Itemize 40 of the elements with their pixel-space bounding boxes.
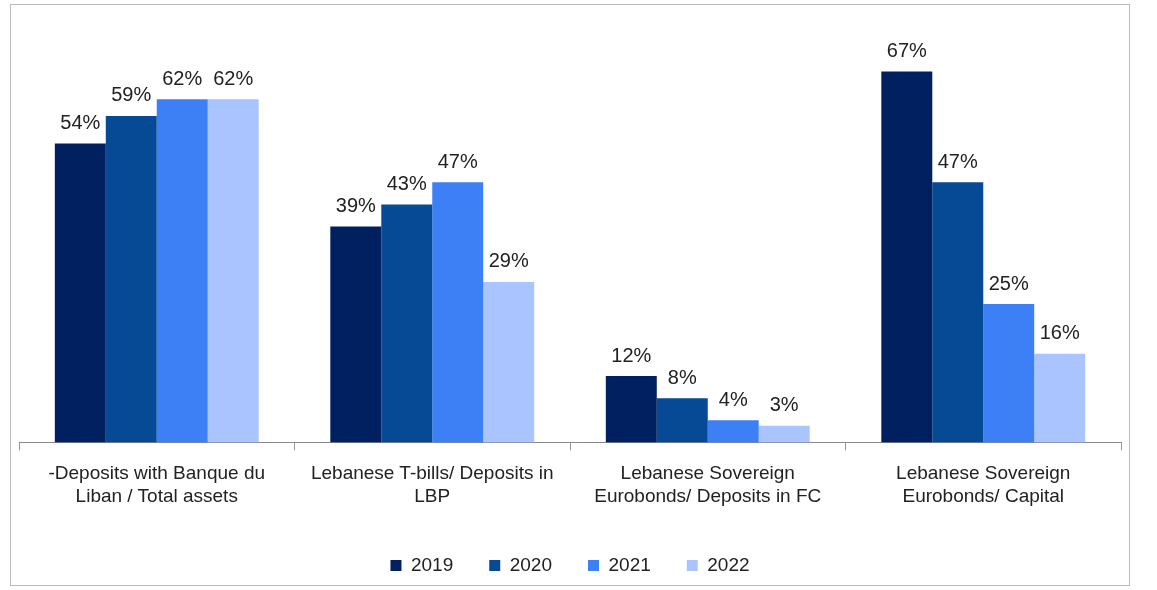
bar <box>54 143 106 443</box>
bar <box>330 226 382 443</box>
bar <box>105 115 157 443</box>
data-label: 47% <box>937 149 978 172</box>
legend-label: 2022 <box>707 553 750 575</box>
bar <box>432 182 484 443</box>
data-label: 62% <box>162 66 203 89</box>
data-label: 62% <box>213 66 254 89</box>
bar <box>207 99 259 443</box>
data-label: 54% <box>60 111 101 134</box>
data-label: 12% <box>611 343 652 366</box>
bar <box>707 420 759 443</box>
bar <box>758 425 810 443</box>
x-tick-label: Lebanese T-bills/ Deposits in LBP <box>310 462 554 506</box>
bar <box>656 398 708 443</box>
bar <box>1034 353 1086 443</box>
data-label: 29% <box>488 249 529 272</box>
data-label: 4% <box>718 387 748 410</box>
bar <box>605 375 657 443</box>
bar <box>381 204 433 443</box>
x-tick-label: Lebanese Sovereign Eurobonds/ Deposits in FC <box>594 462 822 506</box>
data-label: 39% <box>335 194 377 217</box>
data-label: 8% <box>667 365 697 388</box>
bar <box>881 71 933 443</box>
legend-label: 2020 <box>509 553 553 575</box>
legend-label: 2019 <box>410 553 454 575</box>
bar <box>983 304 1035 443</box>
data-label: 3% <box>769 393 799 416</box>
data-label: 47% <box>437 149 478 172</box>
bar <box>483 281 535 443</box>
x-tick-label: -Deposits with Banque du Liban / Total assets <box>48 462 266 506</box>
bar <box>156 99 208 443</box>
legend-label: 2021 <box>608 553 651 575</box>
data-label: 59% <box>111 83 152 106</box>
bar <box>932 182 984 443</box>
x-tick-label: Lebanese Sovereign Eurobonds/ Capital <box>896 462 1071 506</box>
data-label: 43% <box>386 171 427 194</box>
data-label: 67% <box>886 39 928 62</box>
data-label: 25% <box>988 271 1029 294</box>
data-label: 16% <box>1039 321 1080 344</box>
